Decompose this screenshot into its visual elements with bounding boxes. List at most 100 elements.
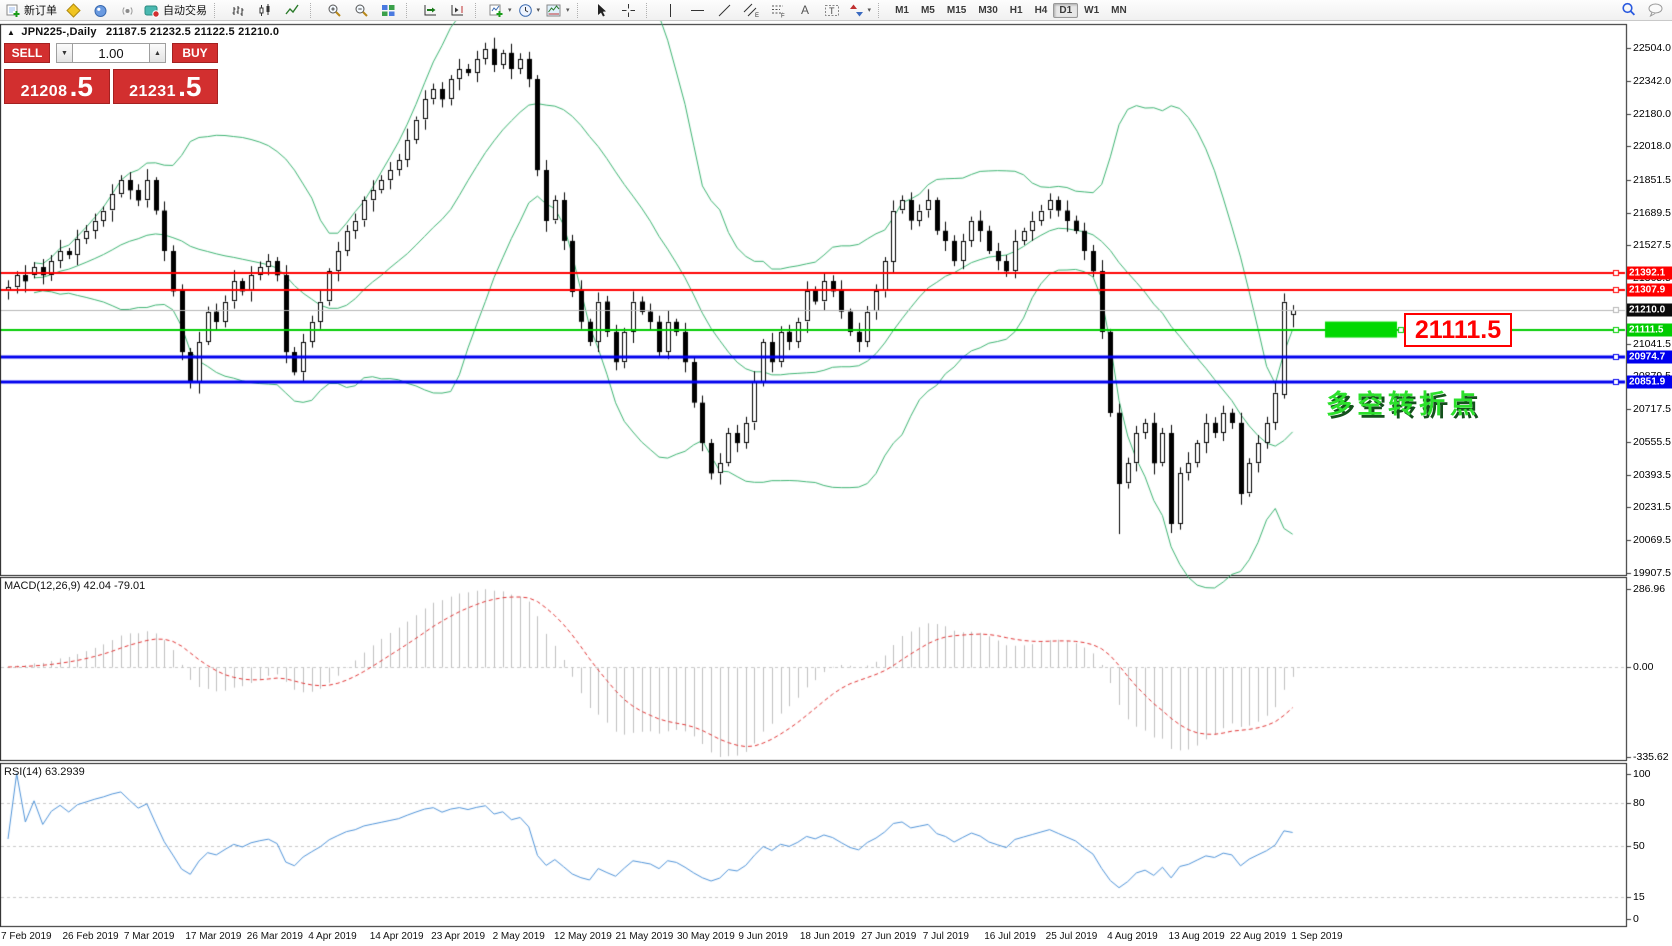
timeframe-m5-button[interactable]: M5: [920, 4, 935, 16]
label-tool-button[interactable]: T: [819, 0, 846, 21]
fibonacci-tool-button[interactable]: F: [765, 0, 792, 21]
price-axis-tick: 21041.5: [1633, 337, 1671, 350]
timeframe-h4-button[interactable]: H4: [1034, 4, 1048, 16]
text-tool-button[interactable]: A: [792, 0, 819, 21]
one-click-trading-panel: SELL ▼ 1.00 ▲ BUY 21208 .5 21231 .5: [4, 43, 218, 104]
price-axis-tick: 21689.5: [1633, 206, 1671, 219]
price-axis-tick: 20231.5: [1633, 501, 1671, 514]
cursor-button[interactable]: [588, 0, 615, 21]
date-axis-label: 14 Apr 2019: [369, 931, 424, 942]
community-button[interactable]: [87, 0, 114, 21]
date-axis-label: 4 Aug 2019: [1107, 931, 1158, 942]
rsi-axis-tick: 0: [1633, 913, 1639, 925]
toolbar-separator: [576, 2, 585, 18]
channel-tool-button[interactable]: E: [738, 0, 765, 21]
timeframe-w1-button[interactable]: W1: [1084, 4, 1100, 16]
line-chart-button[interactable]: [279, 0, 306, 21]
timeframe-d1-button[interactable]: D1: [1053, 2, 1079, 18]
auto-scroll-button[interactable]: [417, 0, 444, 21]
price-axis-tick: 20393.5: [1633, 468, 1671, 481]
shapes-dropdown[interactable]: [846, 0, 875, 21]
sell-button[interactable]: SELL: [4, 43, 50, 63]
price-line-badge: 20851.9: [1627, 375, 1672, 389]
clock-icon: [518, 3, 533, 18]
crosshair-icon: [621, 3, 636, 18]
signals-button[interactable]: [114, 0, 141, 21]
macd-axis-tick: 0.00: [1633, 661, 1654, 673]
price-line-badge: 21392.1: [1627, 266, 1672, 280]
price-line-badge: 20974.7: [1627, 350, 1672, 364]
symbol-marker-icon: ▲: [7, 28, 16, 37]
crosshair-button[interactable]: [615, 0, 642, 21]
price-axis-tick: 21527.5: [1633, 239, 1671, 252]
timeframe-m1-button[interactable]: M1: [895, 4, 909, 16]
candlestick-chart-icon: [258, 3, 273, 18]
new-chart-icon: [489, 3, 504, 18]
price-axis-tick: 20717.5: [1633, 403, 1671, 416]
date-axis-label: 23 Apr 2019: [431, 931, 486, 942]
trendline-icon: [717, 3, 732, 18]
profiles-dropdown[interactable]: [515, 0, 544, 21]
rsi-axis-tick: 15: [1633, 891, 1645, 904]
trendline-tool-button[interactable]: [711, 0, 738, 21]
date-axis-label: 16 Jul 2019: [984, 931, 1036, 942]
metaeditor-button[interactable]: [60, 0, 87, 21]
timeframe-m30-button[interactable]: M30: [978, 4, 998, 16]
date-axis-label: 7 Mar 2019: [123, 931, 175, 942]
symbol-name: JPN225-,Daily: [21, 26, 97, 38]
timeframe-m15-button[interactable]: M15: [946, 4, 967, 16]
macd-axis-tick: -335.62: [1633, 751, 1669, 763]
chart-shift-icon: [450, 3, 465, 18]
new-chart-dropdown[interactable]: [486, 0, 515, 21]
metaeditor-icon: [66, 2, 81, 18]
volume-increase-button[interactable]: ▲: [149, 43, 166, 63]
buy-price[interactable]: 21231 .5: [112, 69, 218, 104]
volume-decrease-button[interactable]: ▼: [56, 43, 73, 63]
signals-icon: [120, 3, 135, 18]
date-axis-label: 13 Aug 2019: [1168, 931, 1225, 942]
horizontal-line-tool-button[interactable]: [684, 0, 711, 21]
date-axis-label: 1 Sep 2019: [1291, 931, 1343, 942]
search-button[interactable]: [1615, 0, 1642, 21]
equidistant-channel-icon: E: [743, 3, 759, 18]
svg-text:T: T: [829, 6, 835, 16]
toolbar-separator: [645, 2, 654, 18]
price-axis-tick: 22180.0: [1633, 107, 1671, 120]
autotrading-button[interactable]: 自动交易: [141, 0, 210, 21]
tile-windows-button[interactable]: [375, 0, 402, 21]
toolbar: 新订单 自动交易 E F A T: [0, 0, 1672, 21]
price-axis-tick: 22504.0: [1633, 42, 1671, 54]
sell-price[interactable]: 21208 .5: [4, 69, 110, 104]
volume-input[interactable]: 1.00: [73, 43, 149, 63]
price-axis-tick: 22018.0: [1633, 140, 1671, 153]
buy-price-frac: .5: [178, 71, 202, 102]
price-axis-tick: 20069.5: [1633, 534, 1671, 547]
price-line-badge: 21210.0: [1627, 303, 1672, 317]
candlestick-chart-button[interactable]: [252, 0, 279, 21]
templates-dropdown[interactable]: [543, 0, 573, 21]
svg-text:F: F: [781, 13, 785, 18]
date-axis-label: 26 Mar 2019: [246, 931, 303, 942]
timeframe-h1-button[interactable]: H1: [1009, 4, 1023, 16]
price-axis-tick: 21851.5: [1633, 173, 1671, 186]
chart-shift-button[interactable]: [444, 0, 471, 21]
date-axis-label: 30 May 2019: [676, 931, 735, 942]
price-line-badge: 21111.5: [1627, 323, 1672, 337]
timeframe-mn-button[interactable]: MN: [1111, 4, 1127, 16]
tile-windows-icon: [381, 3, 396, 18]
date-axis-label: 4 Apr 2019: [308, 931, 357, 942]
chat-button[interactable]: [1642, 0, 1669, 21]
date-axis-label: 26 Feb 2019: [62, 931, 119, 942]
buy-button[interactable]: BUY: [172, 43, 218, 63]
autotrading-label: 自动交易: [163, 5, 207, 17]
zoom-in-button[interactable]: [321, 0, 348, 21]
price-callout-box[interactable]: 21111.5: [1404, 313, 1512, 347]
symbol-info-line: ▲ JPN225-,Daily 21187.5 21232.5 21122.5 …: [7, 26, 279, 38]
zoom-out-button[interactable]: [348, 0, 375, 21]
bar-chart-button[interactable]: [225, 0, 252, 21]
vertical-line-tool-button[interactable]: [657, 0, 684, 21]
new-order-button[interactable]: 新订单: [3, 0, 60, 21]
rsi-axis-tick: 50: [1633, 840, 1645, 853]
buy-price-main: 21231: [129, 83, 177, 100]
